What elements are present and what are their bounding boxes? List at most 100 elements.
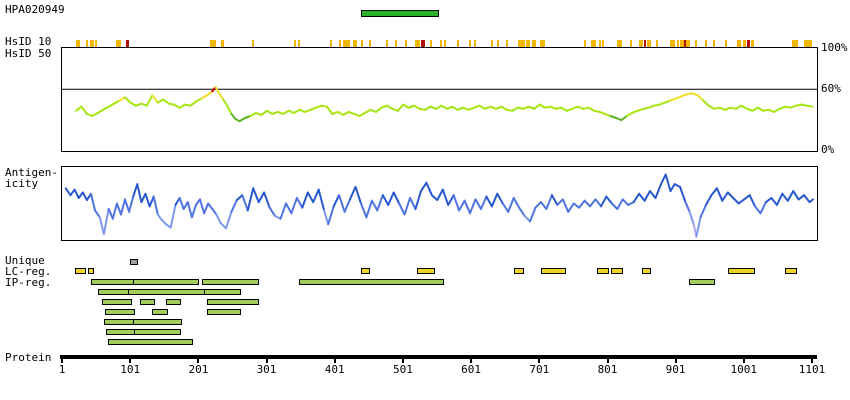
hsid10-identity-mark (713, 40, 716, 47)
hsid10-identity-mark (602, 40, 604, 47)
chart-line-segment (664, 173, 672, 193)
hsid10-identity-mark (750, 40, 754, 47)
chart-line-segment (241, 194, 249, 212)
chart-line-segment (343, 198, 351, 213)
chart-line-segment (219, 221, 227, 230)
hsid10-identity-mark (338, 40, 341, 47)
chart-line-segment (743, 194, 751, 201)
chart-line-segment (332, 194, 341, 208)
axis-tick (129, 359, 132, 363)
chart-line-segment (205, 90, 214, 97)
chart-line-segment (452, 194, 461, 212)
axis-tick (811, 359, 813, 363)
protein-axis-bar (60, 355, 817, 359)
axis-tick (401, 359, 404, 363)
unique-track-label: Unique (5, 254, 45, 267)
axis-tick-label: 901 (665, 363, 686, 376)
chart-line-segment (360, 202, 368, 219)
chart-line-segment (550, 194, 559, 206)
chart-line-segment (478, 104, 486, 110)
chart-line-segment (759, 201, 767, 215)
chart-line-segment (260, 109, 268, 116)
hsid10-identity-mark (252, 40, 255, 47)
chart-line-segment (556, 198, 564, 206)
chart-line-segment (327, 205, 335, 226)
chart-line-segment (414, 190, 422, 210)
chart-line-segment (282, 109, 290, 115)
chart-line-segment (295, 197, 304, 209)
chart-line-segment (786, 190, 795, 202)
chart-line-segment (447, 194, 455, 206)
chart-line-segment (578, 199, 586, 209)
chart-line-segment (257, 191, 266, 204)
axis-tick-label: 401 (324, 363, 345, 376)
hsid10-identity-mark (525, 40, 530, 47)
ip-region-bar (106, 329, 137, 335)
lc-region-bar (610, 268, 624, 274)
hsid10-identity-mark (746, 40, 750, 47)
hsid10-identity-mark (473, 40, 476, 47)
chart-line-segment (392, 191, 401, 205)
ip-region-bar (98, 289, 131, 295)
chart-line-segment (151, 94, 159, 104)
axis-tick (61, 359, 63, 363)
chart-line-segment (128, 195, 135, 213)
chart-line-segment (654, 183, 662, 199)
chart-line-segment (132, 183, 139, 198)
antigenicity-label-line2: icity (5, 177, 39, 190)
hsid10-identity-mark (679, 40, 684, 47)
chart-line-segment (620, 115, 628, 122)
chart-line-segment (805, 104, 814, 108)
hsid10-identity-mark (85, 40, 88, 47)
lc-track-label: LC-reg. (5, 265, 52, 278)
chart-line-segment (75, 105, 83, 112)
chart-line-segment (370, 199, 379, 212)
chart-line-segment (64, 187, 72, 197)
chart-line-segment (594, 198, 602, 208)
chart-line-segment (425, 181, 433, 197)
hsid10-identity-mark (505, 40, 508, 47)
chart-line-segment (587, 106, 596, 112)
chart-line-segment (440, 104, 448, 110)
chart-line-segment (211, 208, 218, 216)
ip-region-bar (132, 279, 199, 285)
chart-line-segment (120, 198, 126, 216)
chart-line-segment (145, 94, 154, 107)
chart-line-segment (156, 98, 165, 104)
chart-line-segment (342, 110, 350, 116)
chart-line-segment (77, 191, 84, 199)
chart-line-segment (632, 192, 641, 204)
hsid50-identity-chart (61, 47, 818, 152)
chart-line-segment (707, 104, 716, 110)
chart-line-segment (545, 194, 553, 210)
hsid10-identity-mark (583, 40, 587, 47)
yaxis-label-100pct: 100% (821, 41, 848, 54)
hsid10-identity-mark (443, 40, 446, 47)
chart-line-segment (721, 191, 729, 202)
ip-region-bar (132, 319, 182, 325)
antigen-region-bar (360, 10, 439, 17)
hsid10-identity-mark (394, 40, 397, 47)
chart-line-segment (98, 216, 105, 235)
axis-tick-label: 1101 (798, 363, 826, 376)
chart-line-segment (424, 105, 432, 111)
chart-line-segment (567, 202, 575, 213)
hsid10-identity-mark (360, 40, 363, 47)
axis-tick (470, 359, 473, 363)
chart-line-segment (507, 197, 515, 213)
chart-line-segment (358, 111, 366, 117)
chart-line-segment (102, 208, 110, 235)
hsid10-identity-mark (220, 40, 225, 47)
chart-line-segment (375, 106, 383, 113)
chart-line-segment (124, 96, 132, 104)
hsid10-identity-mark (705, 40, 707, 47)
chart-line-segment (572, 202, 581, 209)
axis-tick-label: 301 (256, 363, 277, 376)
chart-line-segment (638, 192, 646, 202)
hsid10-identity-mark (643, 40, 646, 47)
chart-line-segment (80, 105, 88, 115)
hsid10-identity-mark (490, 40, 493, 47)
hsid10-identity-mark (430, 40, 433, 47)
chart-line-segment (90, 192, 96, 212)
